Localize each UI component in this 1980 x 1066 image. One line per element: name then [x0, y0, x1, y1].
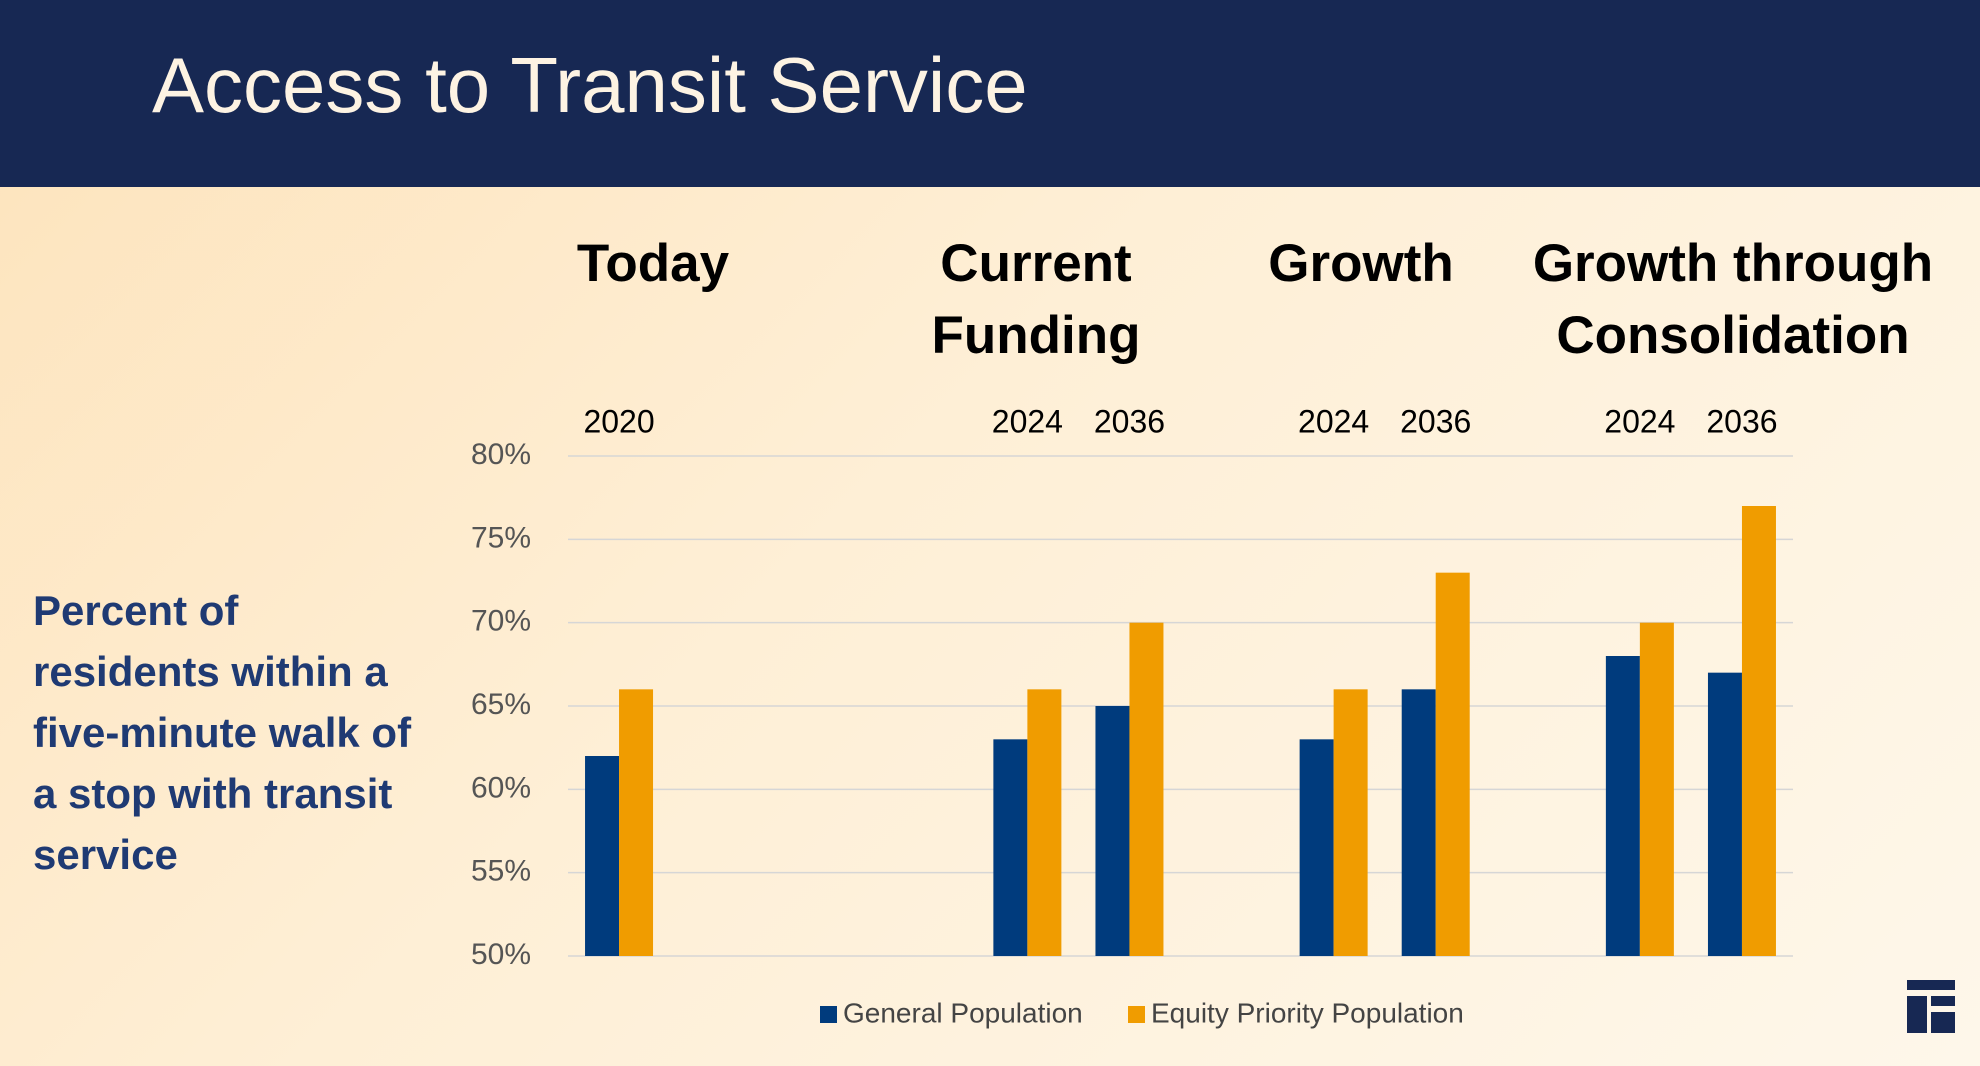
y-tick-label: 80%	[471, 438, 531, 471]
group-label: Growth	[1268, 234, 1454, 293]
bar	[1605, 656, 1640, 956]
bar	[1095, 706, 1130, 956]
legend-label: Equity Priority Population	[1151, 997, 1464, 1028]
y-tick-label: 70%	[471, 605, 531, 638]
x-tick-label: 2036	[1706, 403, 1777, 439]
header-band	[0, 0, 1980, 187]
y-tick-label: 60%	[471, 771, 531, 804]
y-tick-label: 50%	[471, 938, 531, 971]
bar	[1129, 622, 1164, 956]
x-tick-label: 2024	[992, 403, 1063, 439]
y-tick-label: 55%	[471, 855, 531, 888]
bar	[1707, 672, 1742, 956]
group-label: Current Funding	[931, 234, 1141, 365]
bar	[1299, 739, 1334, 956]
y-axis-label: Percent of residents within a five-minut…	[33, 587, 412, 878]
legend-swatch	[820, 1006, 837, 1023]
logo	[1907, 980, 1955, 1033]
x-tick-label: 2036	[1094, 403, 1165, 439]
bar	[1639, 622, 1674, 956]
bar	[585, 756, 620, 956]
slide-title: Access to Transit Service	[152, 41, 1028, 129]
y-tick-label: 75%	[471, 521, 531, 554]
x-tick-label: 2024	[1298, 403, 1369, 439]
bar	[1401, 689, 1436, 956]
bar	[619, 689, 654, 956]
x-tick-label: 2020	[583, 403, 654, 439]
bar	[1741, 506, 1776, 956]
group-label: Today	[576, 234, 730, 293]
bar	[993, 739, 1028, 956]
y-tick-label: 65%	[471, 688, 531, 721]
group-label: Growth through Consolidation	[1532, 234, 1934, 365]
bar	[1333, 689, 1368, 956]
x-tick-label: 2024	[1604, 403, 1675, 439]
bar	[1027, 689, 1062, 956]
bar	[1435, 572, 1470, 956]
x-tick-label: 2036	[1400, 403, 1471, 439]
legend-swatch	[1128, 1006, 1145, 1023]
legend-label: General Population	[843, 997, 1083, 1028]
